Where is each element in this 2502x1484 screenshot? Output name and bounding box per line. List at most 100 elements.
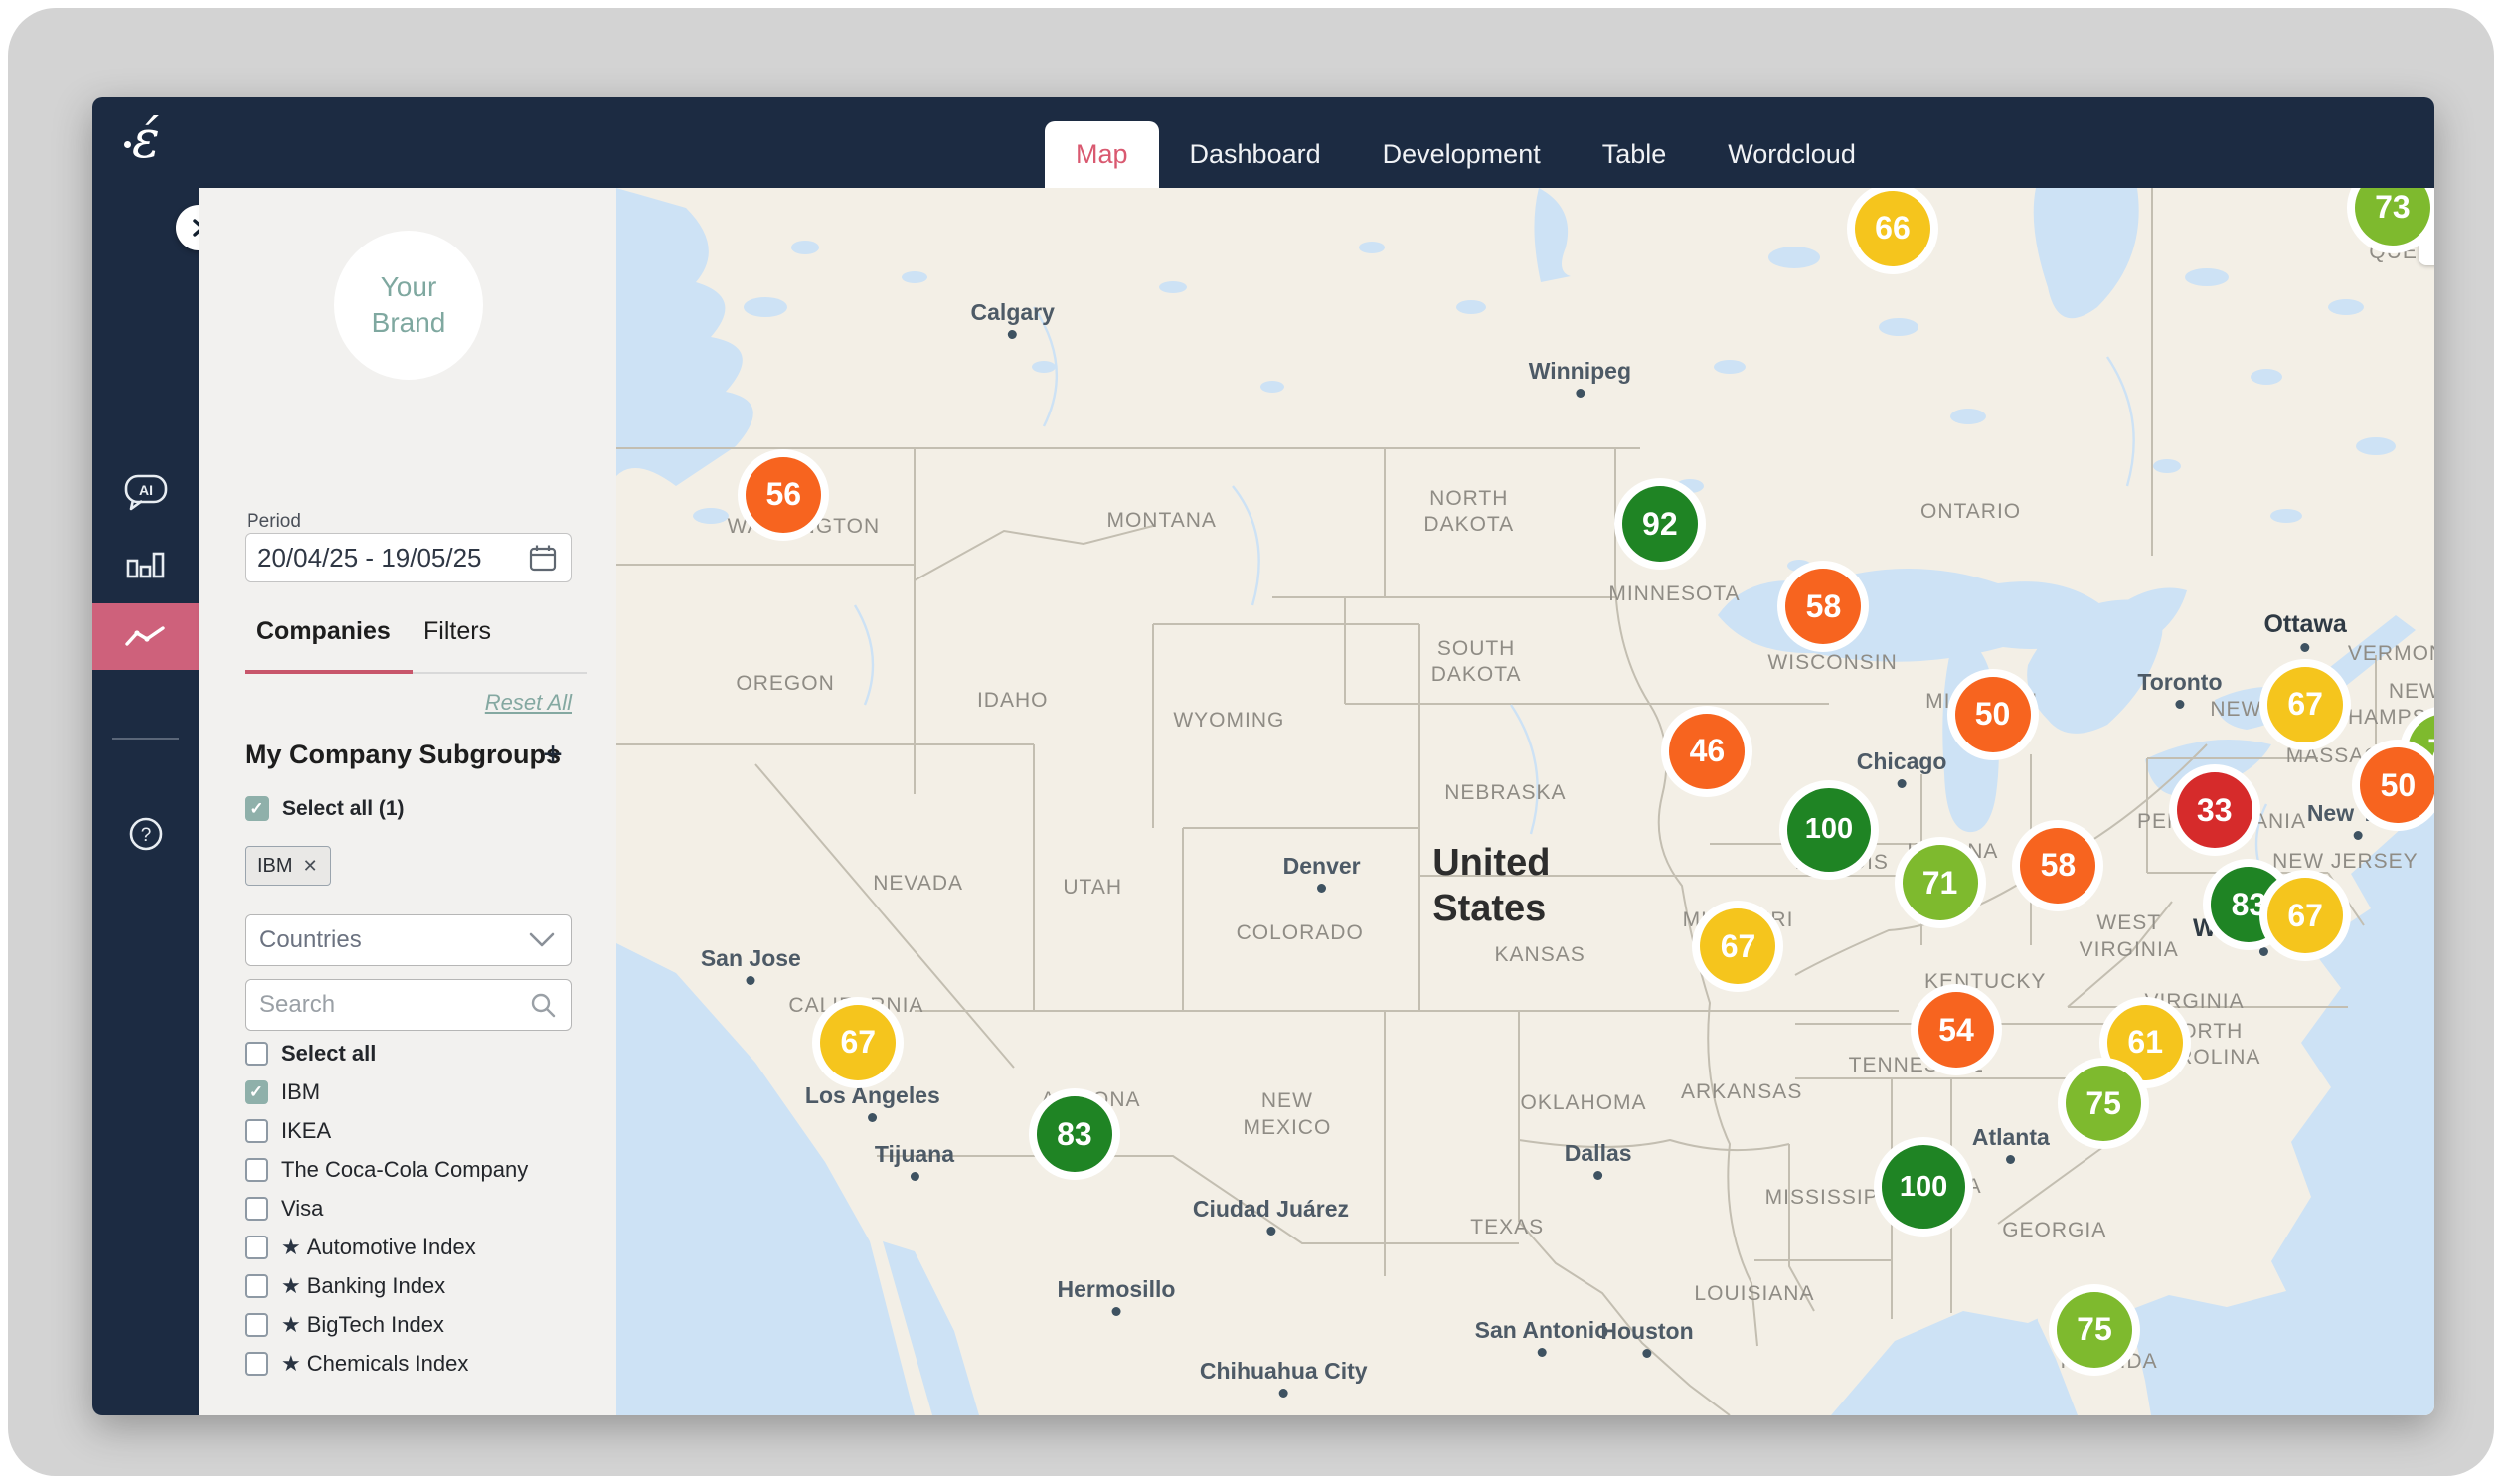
- score-marker-75[interactable]: 75: [2057, 1292, 2132, 1368]
- score-marker-100[interactable]: 100: [1787, 788, 1871, 872]
- company-row-chemicals-index[interactable]: ★Chemicals Index: [245, 1351, 468, 1377]
- company-row-automotive-index[interactable]: ★Automotive Index: [245, 1235, 476, 1260]
- score-marker-58[interactable]: 58: [2020, 828, 2095, 904]
- city-dot: [1111, 1307, 1120, 1316]
- search-input[interactable]: Search: [245, 979, 572, 1031]
- subgroup-chip-ibm[interactable]: IBM ✕: [245, 846, 331, 886]
- city-label-los-angeles: Los Angeles: [805, 1082, 940, 1122]
- score-marker-50[interactable]: 50: [1955, 677, 2031, 752]
- company-label: ★BigTech Index: [281, 1312, 444, 1338]
- sidebar: AI ?: [92, 188, 199, 1415]
- score-marker-67[interactable]: 67: [2267, 667, 2343, 742]
- company-row-bigtech-index[interactable]: ★BigTech Index: [245, 1312, 444, 1338]
- city-label-chihuahua-city: Chihuahua City: [1200, 1358, 1368, 1398]
- city-dot: [2006, 1155, 2015, 1164]
- tab-dashboard[interactable]: Dashboard: [1159, 121, 1352, 188]
- company-row-banking-index[interactable]: ★Banking Index: [245, 1273, 445, 1299]
- checkbox-checked-icon: ✓: [245, 796, 269, 821]
- brand-logo-icon[interactable]: έ: [110, 105, 182, 179]
- tab-map[interactable]: Map: [1045, 121, 1159, 188]
- sidebar-divider: [112, 738, 179, 740]
- company-row-the-coca-cola-company[interactable]: The Coca-Cola Company: [245, 1157, 528, 1183]
- city-dot: [2259, 947, 2268, 956]
- calendar-icon: [527, 542, 559, 574]
- reset-all-link[interactable]: Reset All: [199, 690, 572, 716]
- tab-wordcloud[interactable]: Wordcloud: [1697, 121, 1887, 188]
- company-label: ★Automotive Index: [281, 1235, 476, 1260]
- star-icon: ★: [281, 1312, 301, 1337]
- city-dot: [1008, 330, 1017, 339]
- score-marker-58[interactable]: 58: [1785, 569, 1861, 644]
- score-marker-67[interactable]: 67: [2267, 878, 2343, 953]
- score-marker-46[interactable]: 46: [1669, 714, 1745, 789]
- city-label-calgary: Calgary: [971, 299, 1055, 339]
- city-label-houston: Houston: [1600, 1318, 1693, 1358]
- period-input[interactable]: 20/04/25 - 19/05/25: [245, 533, 572, 582]
- region-label-ontario: ONTARIO: [1920, 499, 2021, 525]
- score-marker-67[interactable]: 67: [1700, 908, 1775, 984]
- panel-tab-companies[interactable]: Companies: [256, 617, 391, 646]
- search-icon: [529, 991, 557, 1019]
- chip-remove-icon[interactable]: ✕: [303, 856, 318, 877]
- add-subgroup-button[interactable]: +: [543, 736, 563, 774]
- checkbox-icon[interactable]: [245, 1274, 268, 1298]
- city-label-tijuana: Tijuana: [875, 1141, 954, 1181]
- city-label-san-antonio: San Antonio: [1475, 1317, 1609, 1357]
- score-marker-75[interactable]: 75: [2066, 1066, 2141, 1141]
- checkbox-icon[interactable]: [245, 1352, 268, 1376]
- company-row-select-all[interactable]: Select all: [245, 1041, 376, 1067]
- score-marker-66[interactable]: 66: [1855, 191, 1930, 266]
- city-dot: [1898, 779, 1907, 788]
- city-label-atlanta: Atlanta: [1972, 1124, 2050, 1164]
- period-value: 20/04/25 - 19/05/25: [257, 543, 482, 574]
- checkbox-icon[interactable]: [245, 1197, 268, 1221]
- select-all-subgroups-checkbox[interactable]: ✓ Select all (1): [245, 796, 405, 821]
- panel-tab-filters[interactable]: Filters: [423, 617, 491, 646]
- region-label-montana: MONTANA: [1106, 508, 1216, 534]
- checkbox-icon[interactable]: [245, 1119, 268, 1143]
- checkbox-checked-icon[interactable]: ✓: [245, 1080, 268, 1104]
- company-row-visa[interactable]: Visa: [245, 1196, 323, 1222]
- select-all-subgroups-label: Select all (1): [282, 797, 405, 821]
- region-label-south-dakota: SOUTH DAKOTA: [1431, 635, 1522, 688]
- region-label-arkansas: ARKANSAS: [1681, 1079, 1802, 1105]
- region-label-wisconsin: WISCONSIN: [1767, 650, 1897, 676]
- score-marker-56[interactable]: 56: [746, 457, 821, 533]
- score-marker-92[interactable]: 92: [1622, 486, 1698, 562]
- company-row-ibm[interactable]: ✓IBM: [245, 1079, 320, 1105]
- checkbox-icon[interactable]: [245, 1236, 268, 1259]
- brand-badge: Your Brand: [334, 231, 483, 380]
- region-label-west-virginia: WEST VIRGINIA: [2080, 910, 2179, 963]
- city-dot: [1537, 1348, 1546, 1357]
- checkbox-icon[interactable]: [245, 1158, 268, 1182]
- city-dot: [1576, 389, 1585, 398]
- search-placeholder: Search: [259, 991, 335, 1019]
- city-dot: [868, 1113, 877, 1122]
- score-marker-83[interactable]: 83: [1037, 1096, 1112, 1172]
- region-label-north-dakota: NORTH DAKOTA: [1423, 486, 1514, 539]
- map-canvas[interactable]: WASHINGTONOREGONIDAHOMONTANANORTH DAKOTA…: [616, 188, 2434, 1415]
- score-marker-100[interactable]: 100: [1882, 1145, 1965, 1229]
- region-label-nevada: NEVADA: [873, 871, 963, 897]
- city-dot: [1317, 884, 1326, 893]
- tab-table[interactable]: Table: [1572, 121, 1698, 188]
- line-chart-icon[interactable]: [92, 603, 199, 670]
- score-marker-54[interactable]: 54: [1918, 992, 1994, 1068]
- score-marker-67[interactable]: 67: [820, 1005, 896, 1080]
- top-navbar: έ MapDashboardDevelopmentTableWordcloud: [92, 97, 2434, 188]
- star-icon: ★: [281, 1351, 301, 1376]
- company-row-ikea[interactable]: IKEA: [245, 1118, 331, 1144]
- score-marker-50[interactable]: 50: [2360, 747, 2434, 823]
- checkbox-icon[interactable]: [245, 1042, 268, 1066]
- period-label: Period: [247, 511, 301, 533]
- score-marker-71[interactable]: 71: [1903, 845, 1978, 920]
- countries-select[interactable]: Countries: [245, 914, 572, 966]
- bar-chart-icon[interactable]: [92, 536, 199, 595]
- tab-development[interactable]: Development: [1352, 121, 1572, 188]
- city-label-toronto: Toronto: [2137, 669, 2222, 709]
- score-marker-33[interactable]: 33: [2177, 772, 2252, 848]
- ai-chat-icon[interactable]: AI: [92, 462, 199, 522]
- city-dot: [2175, 700, 2184, 709]
- help-icon[interactable]: ?: [92, 804, 199, 864]
- checkbox-icon[interactable]: [245, 1313, 268, 1337]
